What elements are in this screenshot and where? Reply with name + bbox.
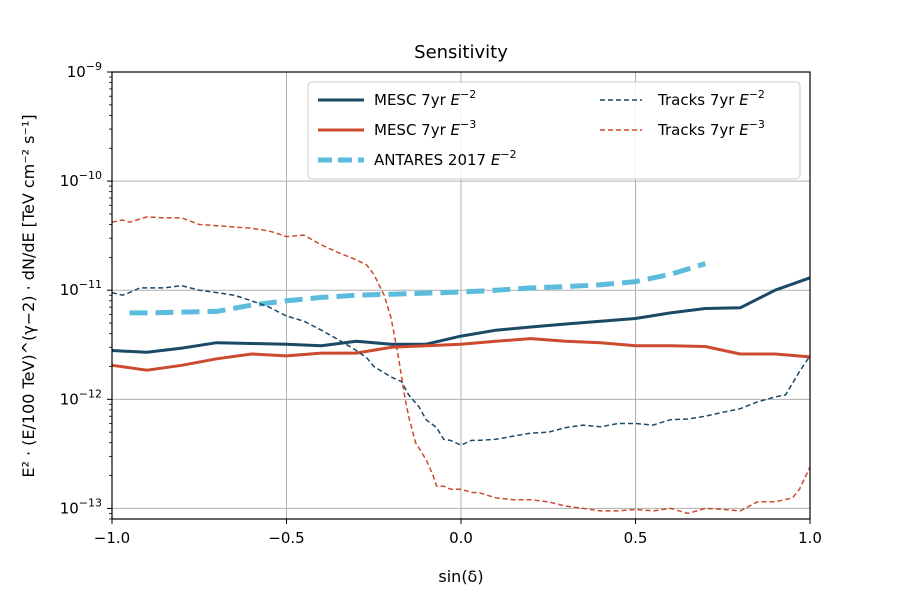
ticks: −1.0 −0.5 0.0 0.5 1.0 10−13 10−12 10−11 10−10 10−… [60,60,822,547]
x-tick-label: 1.0 [798,529,822,547]
legend-label: MESC 7yr E−2 [374,88,476,109]
legend: MESC 7yr E−2 MESC 7yr E−3 ANTARES 2017 E−2… [307,81,801,180]
y-tick-label: 10−11 [60,278,102,299]
series-line-3 [111,284,811,446]
y-axis-label: E² · (E/100 TeV)^(γ−2) · dN/dE [TeV cm⁻²… [19,114,38,477]
legend-label: Tracks 7yr E−3 [657,118,765,139]
y-tick-label: 10−13 [60,496,102,517]
series-line-1 [111,337,811,372]
legend-label: ANTARES 2017 E−2 [374,148,517,169]
series-line-0 [111,276,811,354]
y-tick-label: 10−12 [60,387,102,408]
x-tick-label: −0.5 [268,529,304,547]
data-series [111,216,811,515]
series-line-4 [111,216,811,515]
x-tick-label: −1.0 [94,529,130,547]
y-tick-label: 10−10 [60,169,102,190]
x-tick-label: 0.0 [449,529,473,547]
x-tick-label: 0.5 [624,529,648,547]
legend-label: MESC 7yr E−3 [374,118,476,139]
legend-label: Tracks 7yr E−2 [657,88,765,109]
x-axis-label: sin(δ) [438,567,483,586]
series-line-2 [129,261,707,316]
chart-title: Sensitivity [414,42,508,63]
legend-box [307,81,801,180]
y-tick-label: 10−9 [67,60,102,81]
